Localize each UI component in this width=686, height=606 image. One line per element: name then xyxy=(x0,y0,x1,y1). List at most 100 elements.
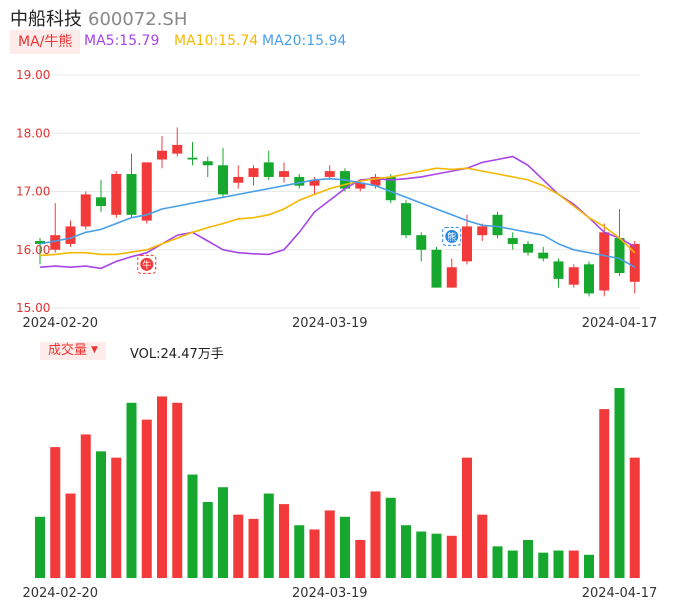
volume-bar xyxy=(294,525,305,578)
candle xyxy=(50,235,61,250)
y-tick-label: 17.00 xyxy=(16,185,50,199)
volume-bar xyxy=(492,546,503,578)
y-tick-label: 18.00 xyxy=(16,126,50,140)
volume-bar xyxy=(80,434,91,578)
stock-name: 中船科技 xyxy=(10,9,82,30)
volume-bar xyxy=(35,516,45,578)
y-tick-label: 16.00 xyxy=(16,243,50,257)
candle xyxy=(157,150,167,160)
volume-bar xyxy=(629,457,640,578)
volume-indicator-toggle[interactable]: 成交量 ▼ xyxy=(40,342,106,360)
volume-bar xyxy=(431,533,442,578)
candle xyxy=(111,174,122,215)
volume-bar xyxy=(416,531,427,578)
volume-bar xyxy=(538,552,549,578)
volume-bar xyxy=(50,447,61,578)
volume-bar xyxy=(553,550,564,578)
volume-bar xyxy=(584,554,594,578)
volume-bar xyxy=(96,451,106,578)
volume-bar xyxy=(187,474,198,578)
x-tick-label: 2024-03-19 xyxy=(292,316,368,331)
volume-bar xyxy=(340,516,350,578)
candle xyxy=(263,162,274,177)
candle xyxy=(401,203,411,236)
volume-x-tick-label: 2024-03-19 xyxy=(292,586,368,601)
ma5-line xyxy=(39,155,636,270)
stock-code: 600072.SH xyxy=(88,9,188,30)
candle xyxy=(294,176,305,186)
candle xyxy=(324,171,335,177)
candle xyxy=(279,171,289,177)
marker-label: 熊 xyxy=(447,231,456,243)
ma20-legend: MA20:15.94 xyxy=(262,33,347,49)
volume-bar xyxy=(126,402,137,578)
candle xyxy=(65,226,76,244)
candle xyxy=(446,267,457,288)
bear-marker-icon: 熊 xyxy=(442,226,462,246)
candle xyxy=(538,252,549,259)
candle xyxy=(492,214,503,236)
y-tick-label: 15.00 xyxy=(16,301,50,315)
volume-bar xyxy=(248,518,259,578)
volume-bar xyxy=(523,540,533,578)
candle xyxy=(431,249,442,288)
candle xyxy=(96,197,106,207)
candle xyxy=(385,176,396,201)
candle xyxy=(187,157,198,160)
stock-title: 中船科技 600072.SH xyxy=(10,5,187,31)
ma5-legend: MA5:15.79 xyxy=(84,33,160,49)
candle xyxy=(218,165,228,195)
candle xyxy=(202,161,213,166)
volume-bar xyxy=(263,493,274,578)
volume-bar xyxy=(568,550,579,578)
y-tick-label: 19.00 xyxy=(16,68,50,82)
dropdown-arrow-icon: ▼ xyxy=(91,345,98,355)
marker-dot xyxy=(445,229,459,243)
volume-bar xyxy=(233,514,244,578)
bull-marker-icon: 牛 xyxy=(137,254,157,274)
candle xyxy=(248,168,259,177)
volume-x-tick-label: 2024-04-17 xyxy=(582,586,658,601)
candle xyxy=(462,226,472,262)
candle xyxy=(507,238,518,244)
candle xyxy=(141,162,152,221)
volume-bar xyxy=(141,419,152,578)
volume-bar xyxy=(65,493,76,578)
candle xyxy=(599,232,610,291)
candle xyxy=(416,235,427,250)
volume-bar xyxy=(401,525,411,578)
ma-bull-bear-toggle[interactable]: MA/牛熊 xyxy=(10,30,81,54)
candle xyxy=(370,176,381,186)
volume-bar xyxy=(462,457,472,578)
candle xyxy=(477,226,488,236)
candle xyxy=(614,238,625,274)
volume-bar xyxy=(324,510,335,578)
volume-bar xyxy=(355,540,366,578)
marker-frame xyxy=(137,254,157,274)
volume-bar xyxy=(279,504,289,578)
candle xyxy=(568,267,579,285)
x-tick-label: 2024-04-17 xyxy=(582,316,658,331)
candle xyxy=(523,243,533,253)
candle xyxy=(584,264,594,294)
candle xyxy=(80,194,91,227)
candle xyxy=(172,144,183,154)
volume-bar xyxy=(202,502,213,578)
volume-bar xyxy=(446,535,457,578)
volume-bar xyxy=(370,491,381,578)
ma20-line xyxy=(39,177,636,268)
volume-bar xyxy=(614,388,625,578)
x-tick-label: 2024-02-20 xyxy=(22,316,98,331)
candle xyxy=(309,179,320,186)
candle xyxy=(35,241,45,244)
candle xyxy=(126,174,137,215)
candle xyxy=(629,243,640,282)
volume-bar xyxy=(385,497,396,578)
candle xyxy=(355,182,366,189)
volume-bar xyxy=(507,550,518,578)
volume-label: 成交量 xyxy=(48,343,88,358)
volume-bar xyxy=(309,529,320,578)
ma10-line xyxy=(39,167,636,257)
candle xyxy=(553,261,564,279)
